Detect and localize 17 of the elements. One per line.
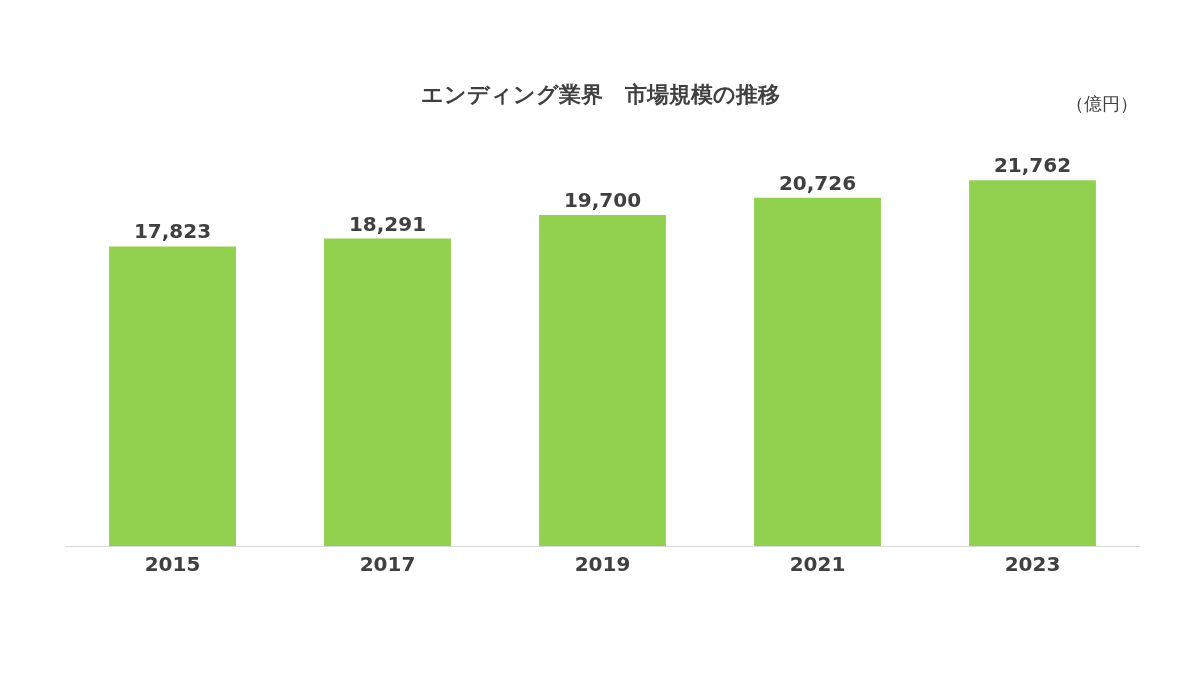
x-tick-label: 2017 bbox=[359, 552, 416, 576]
data-label: 18,291 bbox=[348, 211, 427, 236]
bar bbox=[109, 246, 236, 546]
x-tick-label: 2023 bbox=[1004, 552, 1061, 576]
x-tick-label: 2015 bbox=[144, 552, 201, 576]
chart-title: エンディング業界 市場規模の推移 bbox=[420, 82, 780, 108]
bar bbox=[539, 214, 666, 546]
bar bbox=[754, 197, 881, 546]
data-label: 21,762 bbox=[993, 153, 1072, 178]
x-tick-label: 2021 bbox=[789, 552, 846, 576]
data-label: 20,726 bbox=[778, 170, 857, 195]
data-label: 17,823 bbox=[133, 219, 212, 244]
text: （億円） bbox=[1066, 93, 1138, 114]
data-label: 19,700 bbox=[563, 187, 642, 212]
bar bbox=[324, 238, 451, 546]
bar bbox=[969, 180, 1096, 546]
x-tick-label: 2019 bbox=[574, 552, 631, 576]
